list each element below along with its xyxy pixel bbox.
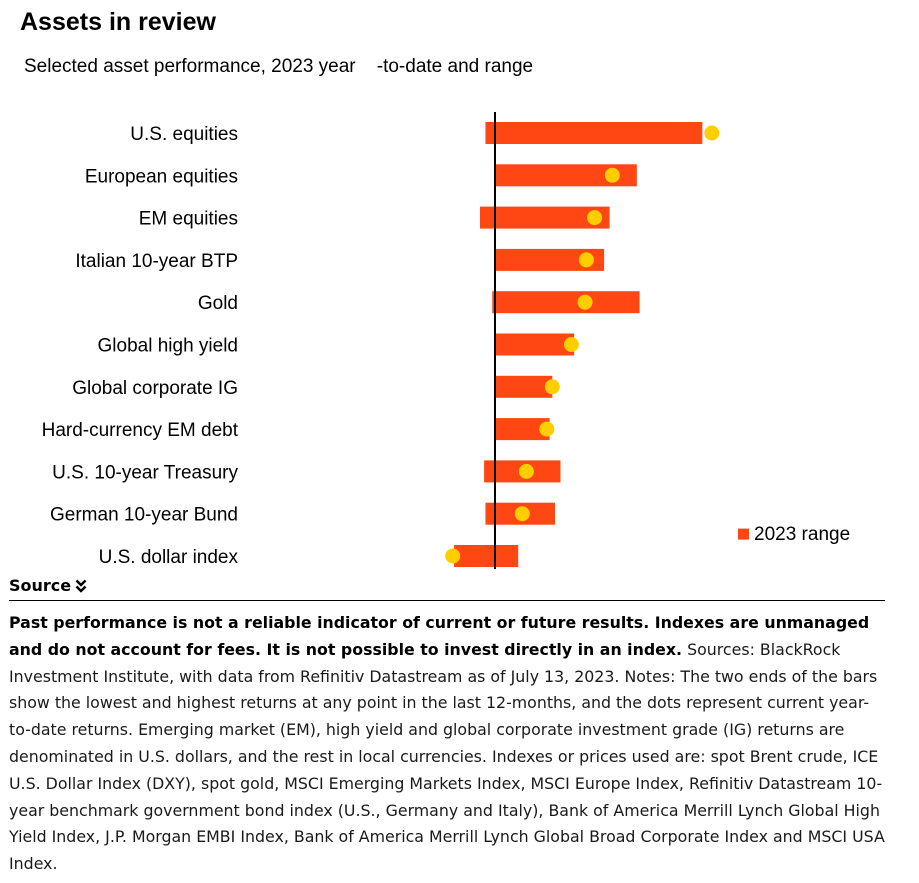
legend-swatch [738,528,749,540]
source-label: Source [9,576,72,595]
source-body: Sources: BlackRock Investment Institute,… [9,639,885,874]
ytd-dot [445,548,461,564]
category-label: Hard-currency EM debt [42,420,239,441]
ytd-dot [514,506,530,522]
category-label: U.S. equities [130,124,238,145]
range-bar [495,164,637,187]
ytd-dot [578,252,594,268]
ytd-dot [539,421,555,437]
category-label: Global corporate IG [72,378,238,399]
category-label: European equities [85,166,238,187]
ytd-dot [577,294,593,310]
range-bar [495,248,605,271]
range-bar [495,375,553,398]
chart-subtitle: Selected asset performance, 2023 year -t… [24,56,534,77]
category-label: U.S. 10-year Treasury [52,462,238,483]
range-bar [495,418,550,441]
category-label: U.S. dollar index [99,547,239,568]
range-bar [495,333,575,356]
category-label: EM equities [139,209,238,230]
ytd-dot [563,337,579,352]
ytd-dot [704,125,720,141]
category-label: Global high yield [98,336,238,357]
double-chevron-down-icon [75,579,87,593]
chart-title: Assets in review [20,8,216,36]
ytd-dot [604,167,620,183]
ytd-dot [544,379,560,395]
source-disclaimer: Past performance is not a reliable indic… [9,613,870,659]
range-bar [454,545,519,567]
category-label: German 10-year Bund [50,505,238,526]
legend-label: 2023 range [754,524,850,545]
range-bar [492,291,640,314]
source-divider [9,600,885,601]
range-chart: U.S. equities European equities EM equitie… [42,112,850,569]
category-label: Italian 10-year BTP [75,251,238,272]
source-notes: Past performance is not a reliable indic… [9,610,887,878]
range-bar [479,206,610,229]
range-bar [485,122,703,144]
source-toggle[interactable]: Source [9,576,87,595]
ytd-dot [587,210,603,226]
ytd-dot [518,463,534,479]
category-label: Gold [198,293,238,314]
